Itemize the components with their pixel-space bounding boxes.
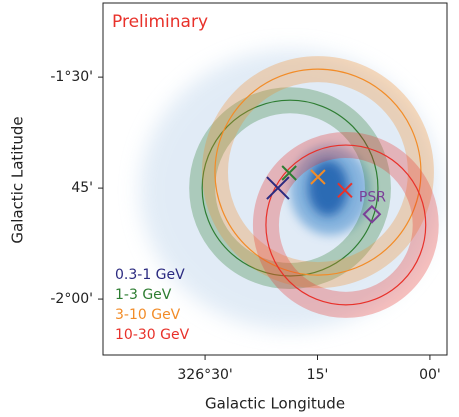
legend-label: 1-3 GeV [115,287,172,303]
y-tick-label: -1°30' [50,69,93,85]
chart-title: Preliminary [112,12,208,32]
y-axis-label: Galactic Latitude [9,116,27,243]
y-tick-label: 45' [71,180,93,196]
psr-label: PSR [359,189,386,205]
chart: Preliminary Galactic Longitude Galactic … [0,0,459,417]
legend-label: 3-10 GeV [115,307,181,323]
x-tick-label: 00' [419,367,441,383]
legend-label: 0.3-1 GeV [115,267,185,283]
x-tick-label: 15' [307,367,329,383]
y-tick-label: -2°00' [50,291,93,307]
legend-label: 10-30 GeV [115,327,190,343]
x-axis-label: Galactic Longitude [205,395,345,413]
x-tick-label: 326°30' [177,367,232,383]
